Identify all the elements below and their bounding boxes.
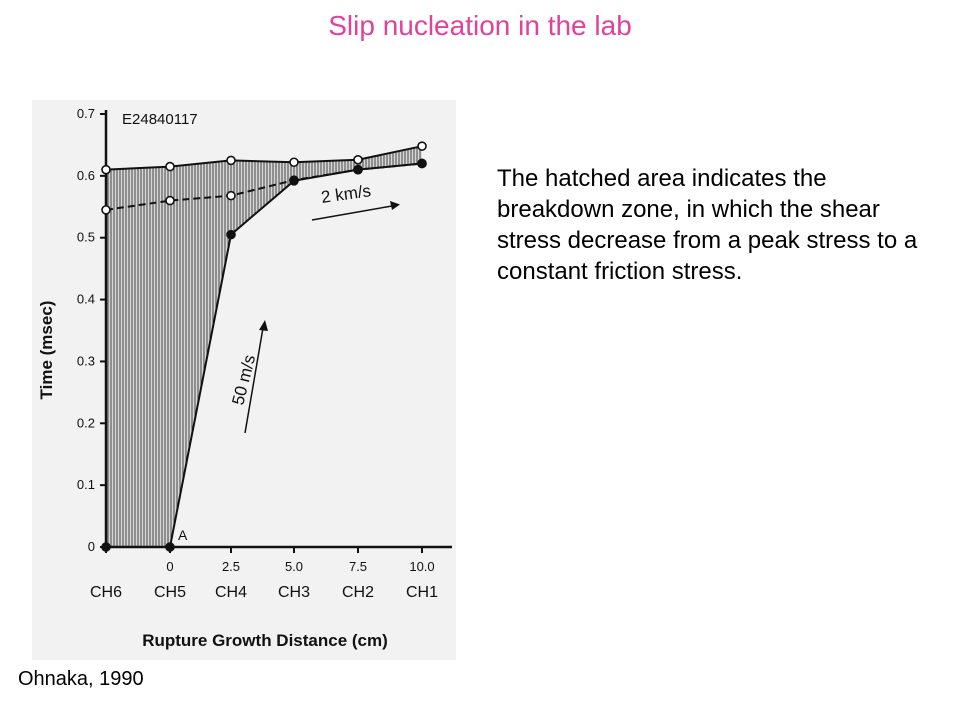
series-2-marker [226, 190, 236, 201]
citation: Ohnaka, 1990 [18, 668, 144, 690]
series-1-marker [101, 164, 111, 175]
rupture-chart: 0 0.1 0.2 0.3 0.4 0.5 0.6 0.7 CH6 0 CH5 2.5 CH4 5.0 CH… [32, 100, 456, 660]
y-axis-label: Time (msec) [37, 301, 56, 400]
series-2-marker [165, 195, 175, 206]
series-1-marker [353, 154, 363, 165]
y-tick-label: 0.3 [77, 353, 95, 368]
distance-tick-label: 0 [166, 559, 173, 574]
distance-tick-label: 7.5 [349, 559, 367, 574]
series-1-marker [165, 161, 175, 172]
x-axis-label: Rupture Growth Distance (cm) [142, 631, 388, 650]
description-text: The hatched area indicates the breakdown… [497, 165, 918, 285]
velocity-fast-arrow [311, 205, 393, 221]
breakdown-zone-hatch [106, 146, 422, 547]
series-line-1 [105, 145, 423, 171]
series-line-3 [106, 162, 423, 548]
scanned-figure: 0 0.1 0.2 0.3 0.4 0.5 0.6 0.7 CH6 0 CH5 2.5 CH4 5.0 CH… [32, 100, 456, 660]
channel-tick-label: CH4 [215, 584, 247, 601]
velocity-fast-arrowhead [390, 201, 400, 210]
series-3-marker [165, 542, 175, 552]
channel-tick-label: CH3 [278, 584, 310, 601]
distance-tick-label: 5.0 [285, 559, 303, 574]
velocity-slow-arrowhead [259, 320, 268, 331]
y-tick-label: 0.1 [77, 477, 95, 492]
series-3-marker [289, 176, 299, 186]
series-2-marker [101, 205, 111, 215]
point-a-label: A [178, 527, 188, 543]
velocity-slow-arrow [244, 327, 264, 434]
channel-tick-label: CH1 [406, 584, 438, 601]
y-tick-label: 0.2 [77, 415, 95, 430]
series-1-marker [417, 141, 427, 151]
series-3-marker [101, 542, 111, 552]
y-tick-label: 0.5 [77, 230, 95, 245]
y-tick-label: 0.4 [77, 292, 95, 307]
series-3-marker [417, 158, 427, 169]
series-3-marker [226, 229, 236, 240]
distance-tick-label: 2.5 [222, 559, 240, 574]
channel-tick-label: CH2 [342, 584, 374, 601]
channel-tick-label: CH6 [90, 584, 122, 601]
y-tick-label: 0.7 [77, 106, 95, 121]
channel-tick-label: CH5 [154, 584, 186, 601]
y-tick-label: 0.6 [77, 168, 95, 183]
series-1-marker [226, 155, 236, 166]
distance-tick-label: 10.0 [409, 559, 434, 574]
slide-title: Slip nucleation in the lab [328, 10, 632, 41]
experiment-label: E24840117 [122, 111, 198, 128]
series-3-marker [353, 164, 363, 175]
series-1-marker [289, 157, 299, 168]
y-tick-label: 0 [88, 539, 95, 554]
